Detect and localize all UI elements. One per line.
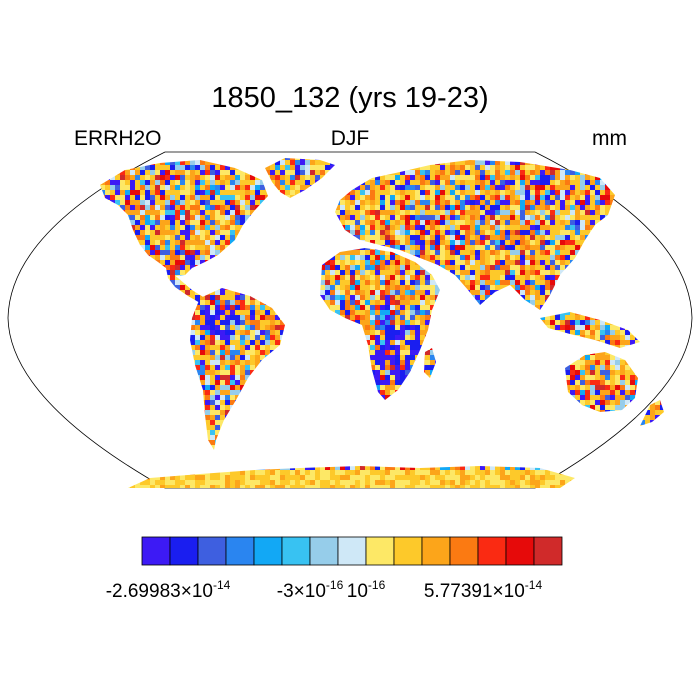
tick-times: × bbox=[180, 581, 192, 602]
tick-times: × bbox=[293, 581, 305, 602]
tick-exponent: -14 bbox=[212, 578, 231, 592]
map-title: 1850_132 (yrs 19-23) bbox=[211, 82, 489, 114]
tick-exponent: -14 bbox=[524, 578, 543, 592]
colorbar-tick-label: -2.69983×10-14 bbox=[106, 578, 231, 603]
variable-label: ERRH2O bbox=[74, 127, 162, 150]
tick-base: 10 bbox=[346, 581, 368, 602]
tick-base: 10 bbox=[191, 581, 213, 602]
tick-times: × bbox=[492, 581, 504, 602]
tick-exponent: -16 bbox=[325, 578, 344, 592]
tick-mantissa: -2.69983 bbox=[105, 581, 181, 602]
season-label: DJF bbox=[330, 127, 370, 150]
units-label: mm bbox=[592, 127, 627, 150]
colorbar-tick-label: -3×10-16 bbox=[277, 578, 344, 603]
tick-exponent: -16 bbox=[367, 578, 386, 592]
tick-mantissa: -3 bbox=[276, 581, 294, 602]
tick-base: 10 bbox=[304, 581, 326, 602]
tick-base: 10 bbox=[503, 581, 525, 602]
tick-mantissa: 5.77391 bbox=[423, 581, 493, 602]
colorbar-tick-label: 10-16 bbox=[347, 578, 385, 603]
colorbar-tick-label: 5.77391×10-14 bbox=[424, 578, 542, 603]
